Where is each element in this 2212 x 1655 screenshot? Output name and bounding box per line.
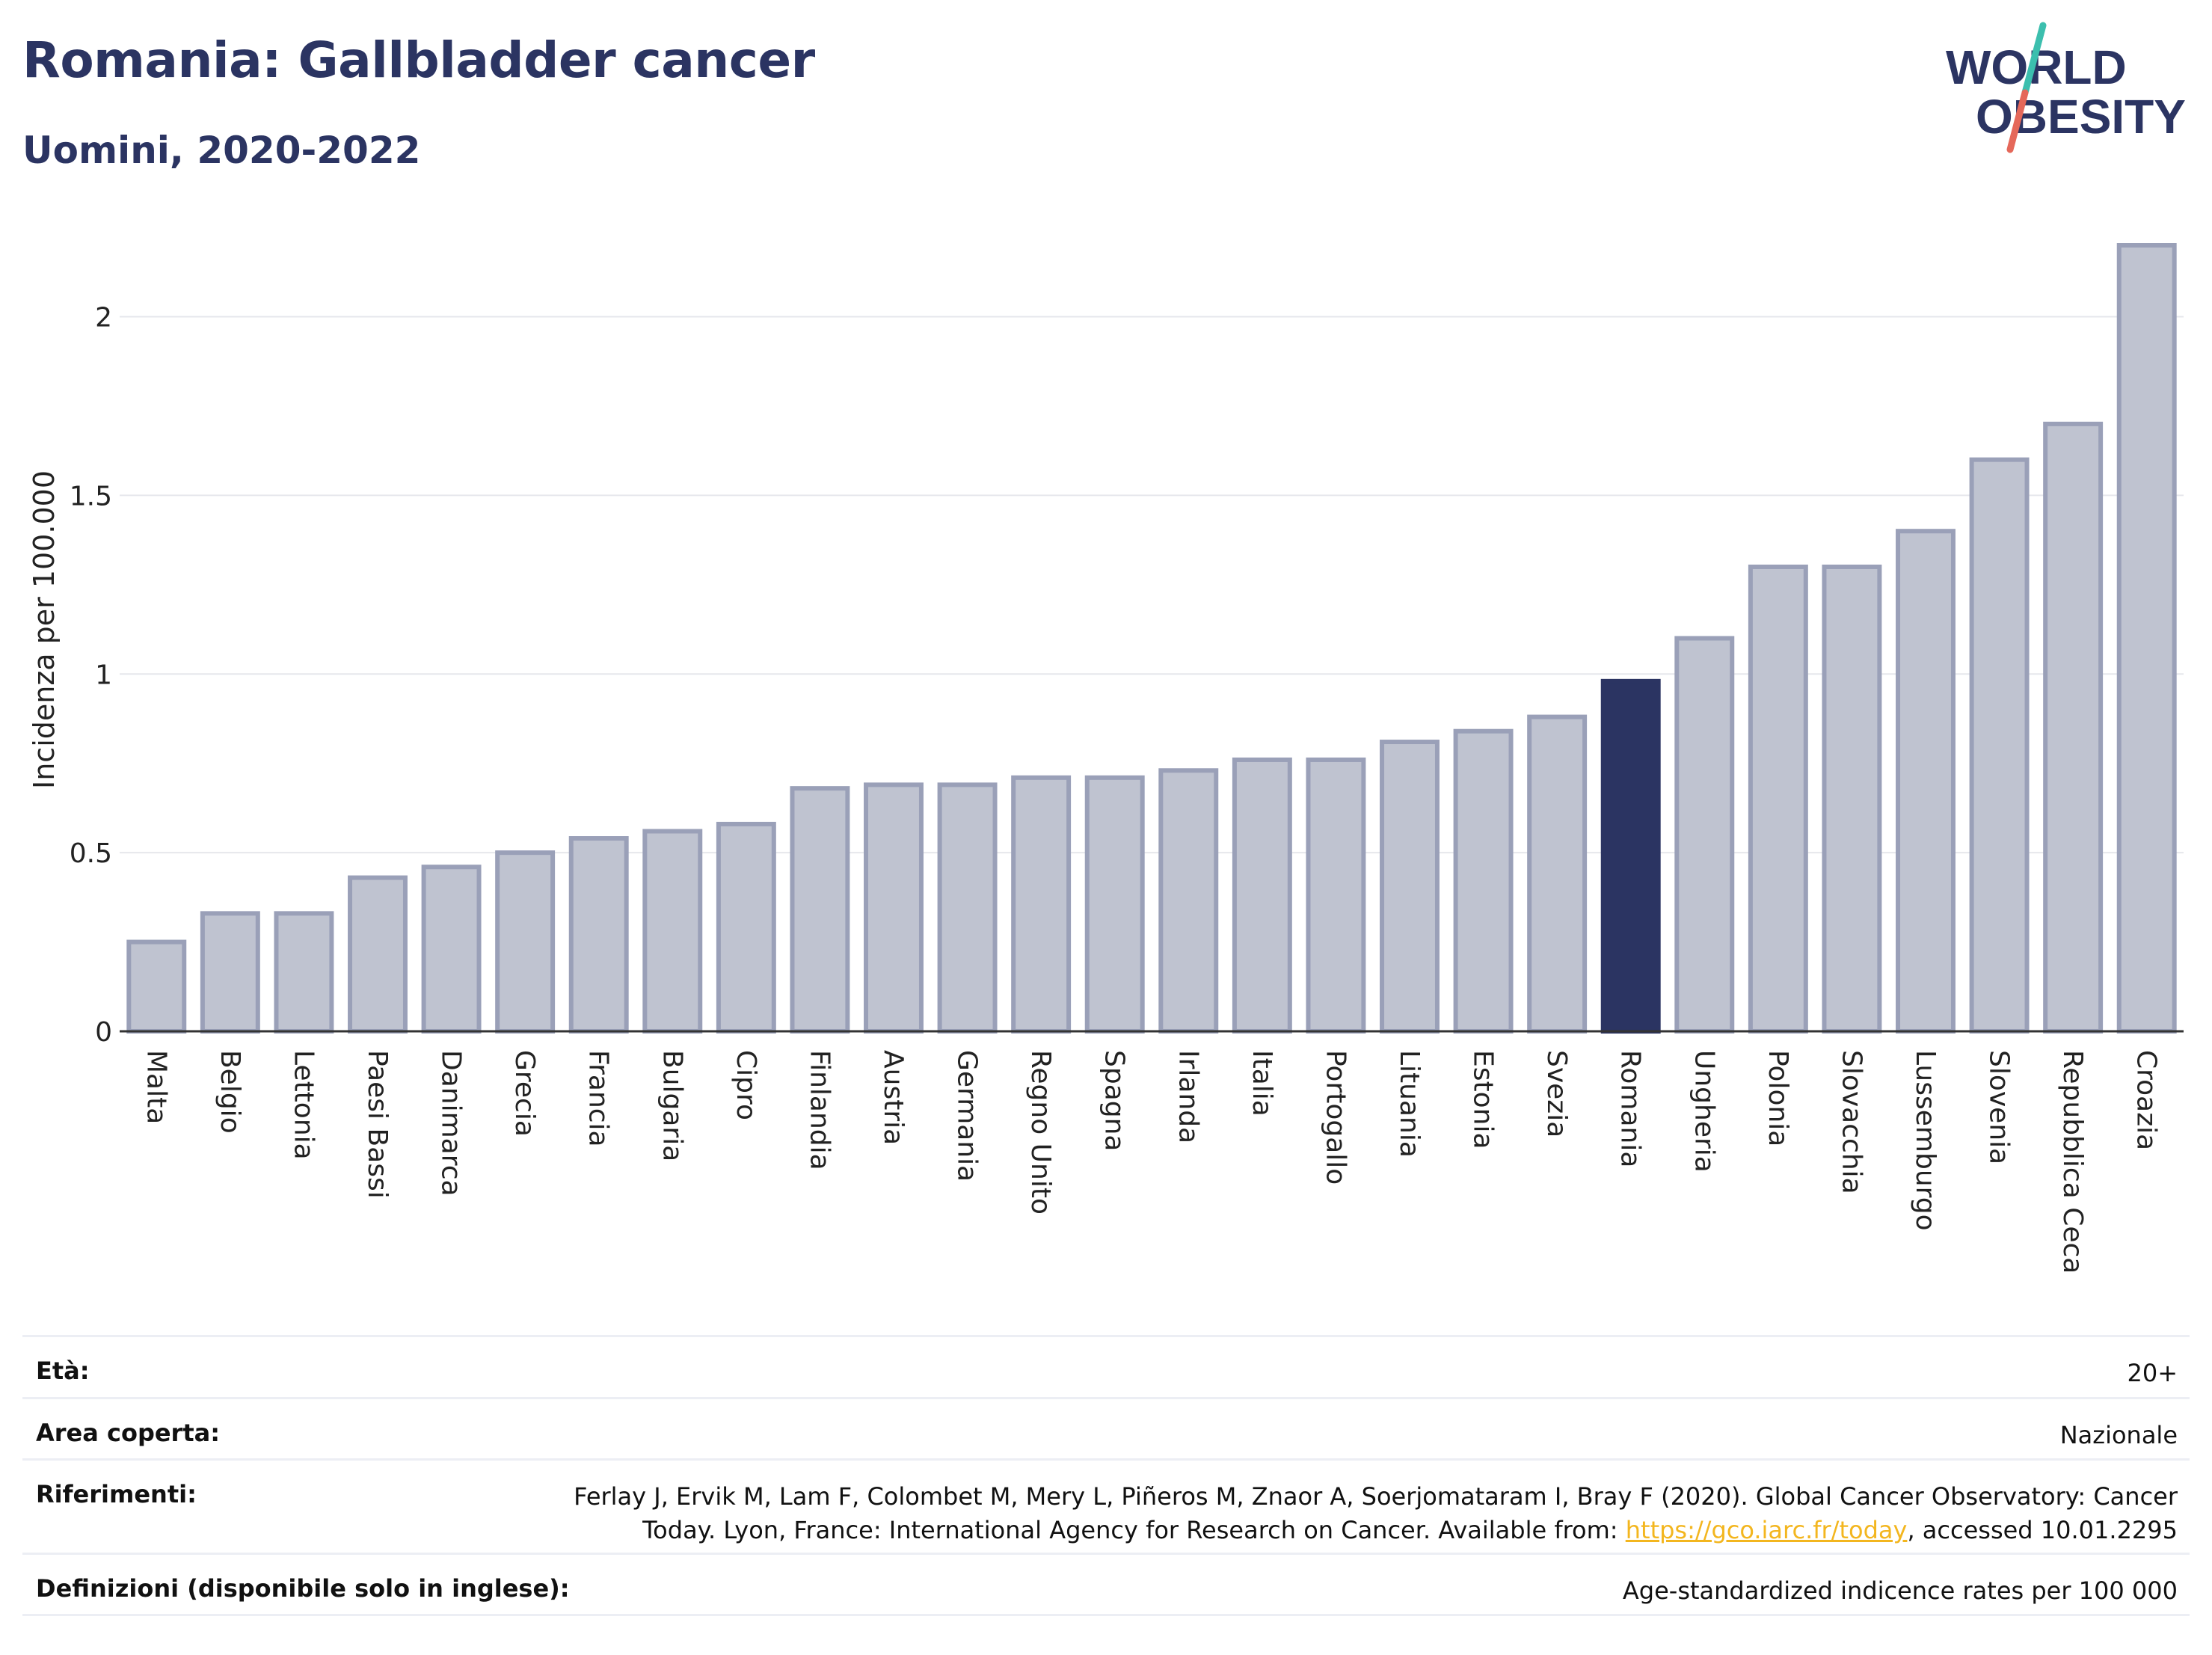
bar-slovenia (1969, 457, 2030, 1034)
info-row-references: Riferimenti: Ferlay J, Ervik M, Lam F, C… (22, 1458, 2190, 1554)
info-row-definitions: Definizioni (disponibile solo in inglese… (22, 1553, 2190, 1615)
bar-finlandia (790, 786, 850, 1034)
definitions-label: Definizioni (disponibile solo in inglese… (36, 1574, 570, 1603)
y-tick-label: 0.5 (70, 838, 112, 869)
x-tick-label: Spagna (1099, 1050, 1130, 1152)
area-value: Nazionale (2059, 1421, 2178, 1449)
y-axis-label: Incidenza per 100.000 (28, 470, 61, 789)
x-tick-label: Francia (583, 1050, 614, 1147)
x-tick-label: Irlanda (1173, 1050, 1203, 1143)
area-label: Area coperta: (36, 1419, 221, 1447)
x-tick-label: Portogallo (1320, 1050, 1351, 1185)
bar-polonia (1748, 564, 1808, 1034)
x-tick-label: Danimarca (436, 1050, 467, 1197)
bar-bulgaria (642, 829, 703, 1034)
x-tick-label: Malta (141, 1050, 171, 1124)
x-tick-label: Polonia (1763, 1050, 1793, 1146)
x-tick-label: Romania (1615, 1050, 1646, 1167)
bar-austria (864, 782, 924, 1034)
x-tick-label: Paesi Bassi (362, 1050, 393, 1199)
x-tick-label: Grecia (509, 1050, 540, 1137)
x-tick-label: Slovenia (1984, 1050, 2015, 1164)
x-tick-label: Croazia (2131, 1050, 2162, 1150)
references-line1: Ferlay J, Ervik M, Lam F, Colombet M, Me… (574, 1482, 2178, 1511)
references-link[interactable]: https://gco.iarc.fr/today (1625, 1516, 1908, 1544)
references-label: Riferimenti: (36, 1480, 197, 1508)
world-obesity-logo: WORLD OBESITY (1946, 22, 2186, 153)
x-tick-label: Bulgaria (657, 1050, 687, 1161)
x-tick-label: Austria (878, 1050, 909, 1145)
bar-svezia (1527, 714, 1588, 1034)
bar-portogallo (1306, 757, 1366, 1034)
x-tick-label: Germania (952, 1050, 983, 1182)
x-tick-label: Ungheria (1689, 1050, 1719, 1173)
bar-francia (568, 836, 629, 1034)
x-tick-label: Lituania (1394, 1050, 1425, 1158)
definitions-value: Age-standardized indicence rates per 100… (1622, 1576, 2178, 1605)
x-tick-label: Finlandia (804, 1050, 835, 1170)
bar-slovacchia (1822, 564, 1882, 1034)
page-subtitle: Uomini, 2020-2022 (22, 129, 421, 172)
x-tick-label: Lettonia (288, 1050, 319, 1160)
bar-ungheria (1674, 636, 1735, 1034)
x-tick-labels: Malta Belgio Lettonia Paesi Bassi Danimarca G… (141, 1050, 2161, 1274)
y-tick-label: 2 (95, 303, 112, 334)
x-tick-label: Svezia (1541, 1050, 1572, 1137)
x-tick-label: Belgio (215, 1050, 245, 1134)
info-row-age: Età: 20+ (22, 1335, 2190, 1397)
bar-lituania (1380, 740, 1440, 1034)
y-tick-label: 1.5 (70, 481, 112, 512)
age-value: 20+ (2127, 1359, 2178, 1387)
bar-italia (1232, 757, 1292, 1034)
bar-romania (1600, 678, 1661, 1034)
x-tick-label: Cipro (731, 1050, 761, 1120)
bar-chart: 0 0.5 1 1.5 2 Malta Belgio Lettonia Paesi Bassi… (28, 243, 2184, 1274)
x-tick-label: Regno Unito (1025, 1050, 1056, 1215)
x-tick-label: Estonia (1468, 1050, 1499, 1149)
bar-grecia (495, 850, 556, 1034)
references-line2-pre: Today. Lyon, France: International Agenc… (642, 1516, 1626, 1544)
info-bottom-divider (22, 1614, 2190, 1616)
y-tick-label: 1 (95, 660, 112, 690)
bar-repubblica-ceca (2043, 421, 2104, 1034)
bar-danimarca (421, 865, 482, 1034)
bar-lettonia (274, 911, 334, 1034)
x-tick-label: Repubblica Ceca (2057, 1050, 2088, 1274)
x-tick-label: Lussemburgo (1910, 1050, 1941, 1231)
bar-spagna (1084, 775, 1145, 1034)
bars-layer (126, 243, 2177, 1034)
x-tick-label: Slovacchia (1836, 1050, 1867, 1194)
bar-regno-unito (1011, 775, 1072, 1034)
x-tick-label: Italia (1247, 1050, 1277, 1117)
references-value: Ferlay J, Ervik M, Lam F, Colombet M, Me… (574, 1480, 2178, 1547)
y-tick-label: 0 (95, 1017, 112, 1048)
bar-germania (937, 782, 998, 1034)
bar-malta (126, 939, 187, 1034)
references-line2-post: , accessed 10.01.2295 (1907, 1516, 2178, 1544)
bar-irlanda (1158, 768, 1219, 1034)
bar-belgio (200, 911, 260, 1034)
logo-slash-bottom (2006, 89, 2029, 153)
logo-slash-top (2021, 22, 2047, 96)
bar-estonia (1453, 728, 1514, 1034)
info-row-area: Area coperta: Nazionale (22, 1397, 2190, 1459)
page-title: Romania: Gallbladder cancer (22, 31, 815, 89)
bar-cipro (716, 821, 776, 1034)
bar-croazia (2116, 243, 2177, 1034)
y-tick-labels: 0 0.5 1 1.5 2 (70, 303, 112, 1048)
age-label: Età: (36, 1357, 90, 1385)
bar-lussemburgo (1896, 529, 1956, 1034)
bar-paesi-bassi (348, 875, 408, 1034)
